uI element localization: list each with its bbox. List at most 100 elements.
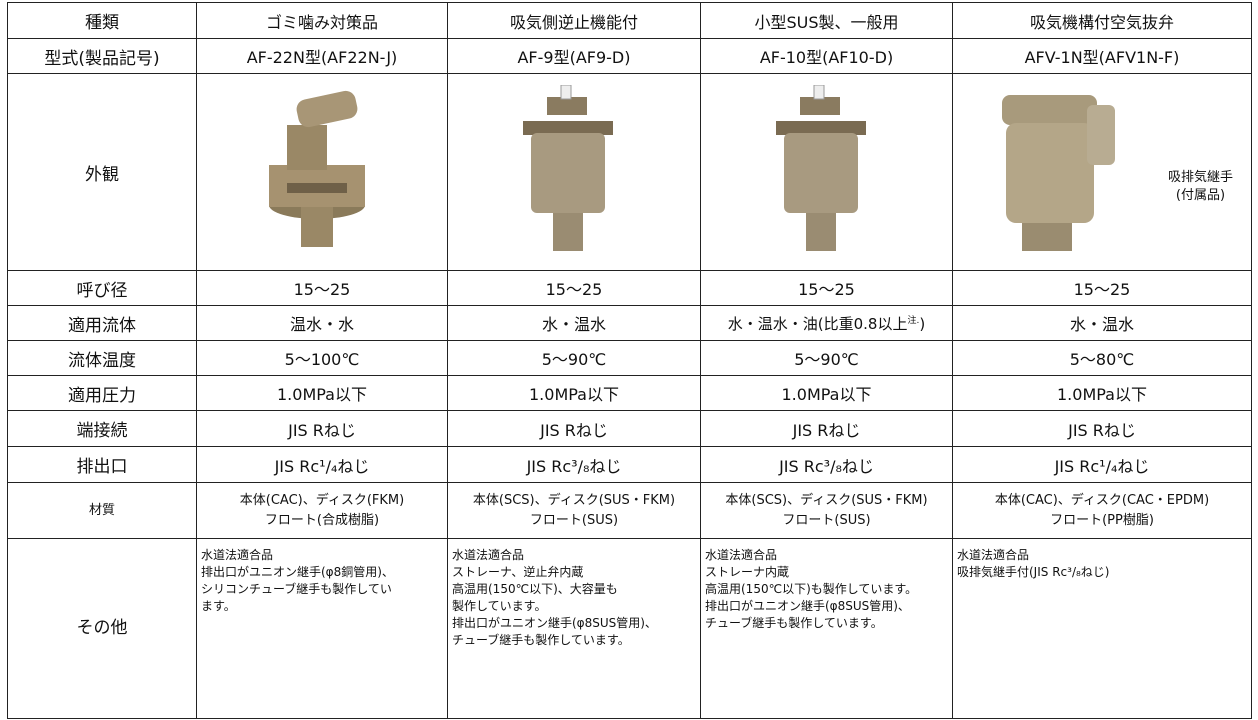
size-cell: 15～25 bbox=[700, 270, 953, 306]
pressure-cell: 1.0MPa以下 bbox=[952, 375, 1252, 411]
row-label: 外観 bbox=[7, 73, 197, 271]
fluid-cell: 温水・水 bbox=[196, 305, 448, 341]
other-cell: 水道法適合品ストレーナ、逆止弁内蔵高温用(150℃以下)、大容量も 製作しています… bbox=[447, 538, 701, 719]
row-label: 呼び径 bbox=[7, 270, 197, 306]
table-row: 外観 吸排気継手 (付属品) bbox=[7, 73, 1252, 271]
image-cell: 吸排気継手 (付属品) bbox=[952, 73, 1252, 271]
row-label: 端接続 bbox=[7, 410, 197, 447]
fluid-cell: 水・温水 bbox=[447, 305, 701, 341]
text-line: 高温用(150℃以下)、大容量も bbox=[452, 582, 618, 596]
material-cell: 本体(SCS)、ディスク(SUS・FKM) フロート(SUS) bbox=[447, 482, 701, 539]
table-row: 材質 本体(CAC)、ディスク(FKM) フロート(合成樹脂) 本体(SCS)、ディス… bbox=[7, 482, 1252, 539]
model-cell: AF-10型(AF10-D) bbox=[700, 38, 953, 74]
model-cell: AF-22N型(AF22N-J) bbox=[196, 38, 448, 74]
row-label: 材質 bbox=[7, 482, 197, 539]
spec-table: 種類 ゴミ噛み対策品 吸気側逆止機能付 小型SUS製、一般用 吸気機構付空気抜弁 型式(製… bbox=[7, 2, 1252, 719]
connection-cell: JIS Rねじ bbox=[700, 410, 953, 447]
header-cell: 小型SUS製、一般用 bbox=[700, 2, 953, 39]
row-label: 適用圧力 bbox=[7, 375, 197, 411]
size-cell: 15～25 bbox=[196, 270, 448, 306]
valve-photo bbox=[775, 84, 866, 251]
text-line: ストレーナ、逆止弁内蔵 bbox=[452, 565, 584, 579]
connection-cell: JIS Rねじ bbox=[447, 410, 701, 447]
size-cell: 15～25 bbox=[447, 270, 701, 306]
text-line: チューブ継手も製作しています。 bbox=[452, 633, 630, 647]
text-line: フロート(PP樹脂) bbox=[1050, 512, 1154, 528]
outlet-cell: JIS Rc¹/₄ねじ bbox=[952, 446, 1252, 483]
model-cell: AF-9型(AF9-D) bbox=[447, 38, 701, 74]
fluid-text: 水・温水・油(比重0.8以上 bbox=[727, 314, 908, 333]
note-mark: 注. bbox=[907, 315, 920, 326]
text-line: 排出口がユニオン継手(φ8銅管用)、 bbox=[201, 565, 394, 579]
material-cell: 本体(SCS)、ディスク(SUS・FKM) フロート(SUS) bbox=[700, 482, 953, 539]
table-row: その他 水道法適合品 排出口がユニオン継手(φ8銅管用)、 シリコンチューブ継手も製作… bbox=[7, 538, 1252, 719]
material-cell: 本体(CAC)、ディスク(FKM) フロート(合成樹脂) bbox=[196, 482, 448, 539]
row-label: 流体温度 bbox=[7, 340, 197, 376]
row-label: その他 bbox=[7, 538, 197, 719]
temperature-cell: 5～100℃ bbox=[196, 340, 448, 376]
model-cell: AFV-1N型(AFV1N-F) bbox=[952, 38, 1252, 74]
other-cell: 水道法適合品 ストレーナ内蔵高温用(150℃以下)も製作しています。 排出口がユニオ… bbox=[700, 538, 953, 719]
image-cell bbox=[196, 73, 448, 271]
text-line: フロート(SUS) bbox=[529, 512, 619, 528]
pressure-cell: 1.0MPa以下 bbox=[196, 375, 448, 411]
header-cell: 吸気機構付空気抜弁 bbox=[952, 2, 1252, 39]
material-cell: 本体(CAC)、ディスク(CAC・EPDM) フロート(PP樹脂) bbox=[952, 482, 1252, 539]
text-line: チューブ継手も製作しています。 bbox=[705, 616, 883, 630]
valve-photo bbox=[523, 84, 613, 251]
table-row: 型式(製品記号) AF-22N型(AF22N-J) AF-9型(AF9-D) AF-1… bbox=[7, 38, 1252, 74]
connection-cell: JIS Rねじ bbox=[952, 410, 1252, 447]
fluid-cell: 水・温水 bbox=[952, 305, 1252, 341]
text-line: 水道法適合品 bbox=[201, 548, 274, 562]
text-line: ストレーナ内蔵 bbox=[705, 565, 790, 579]
image-cell bbox=[700, 73, 953, 271]
caption-line: 吸排気継手 bbox=[1167, 170, 1233, 185]
text-line: 吸排気継手付(JIS Rc³/₈ねじ) bbox=[957, 565, 1110, 579]
image-cell bbox=[447, 73, 701, 271]
fluid-cell: 水・温水・油(比重0.8以上注.) bbox=[700, 305, 953, 341]
outlet-cell: JIS Rc³/₈ねじ bbox=[447, 446, 701, 483]
valve-photo bbox=[269, 90, 365, 247]
size-cell: 15～25 bbox=[952, 270, 1252, 306]
text-line: 水道法適合品 bbox=[705, 548, 778, 562]
text-line: 本体(SCS)、ディスク(SUS・FKM) bbox=[725, 492, 928, 508]
row-label: 適用流体 bbox=[7, 305, 197, 341]
valve-photo bbox=[1002, 95, 1115, 251]
pressure-cell: 1.0MPa以下 bbox=[700, 375, 953, 411]
table-row: 排出口 JIS Rc¹/₄ねじ JIS Rc³/₈ねじ JIS Rc³/₈ねじ JIS … bbox=[7, 446, 1252, 483]
outlet-cell: JIS Rc³/₈ねじ bbox=[700, 446, 953, 483]
pressure-cell: 1.0MPa以下 bbox=[447, 375, 701, 411]
table-row: 流体温度 5～100℃ 5～90℃ 5～90℃ 5～80℃ bbox=[7, 340, 1252, 376]
text-line: 高温用(150℃以下)も製作しています。 bbox=[705, 582, 918, 596]
other-cell: 水道法適合品吸排気継手付(JIS Rc³/₈ねじ) bbox=[952, 538, 1252, 719]
text-line: シリコンチューブ継手も製作してい bbox=[201, 582, 392, 596]
row-label: 排出口 bbox=[7, 446, 197, 483]
text-line: 本体(CAC)、ディスク(CAC・EPDM) bbox=[994, 492, 1210, 508]
table-body: 種類 ゴミ噛み対策品 吸気側逆止機能付 小型SUS製、一般用 吸気機構付空気抜弁 型式(製… bbox=[7, 2, 1252, 719]
text-line: 排出口がユニオン継手(φ8SUS管用)、 bbox=[705, 599, 910, 613]
fluid-close: ) bbox=[919, 314, 926, 333]
text-line: 製作しています。 bbox=[452, 599, 547, 613]
text-line: ます。 bbox=[201, 599, 236, 613]
caption: 吸排気継手 (付属品) bbox=[1168, 169, 1233, 205]
row-label: 型式(製品記号) bbox=[7, 38, 197, 74]
table-row: 種類 ゴミ噛み対策品 吸気側逆止機能付 小型SUS製、一般用 吸気機構付空気抜弁 bbox=[7, 2, 1252, 39]
outlet-cell: JIS Rc¹/₄ねじ bbox=[196, 446, 448, 483]
table-row: 適用圧力 1.0MPa以下 1.0MPa以下 1.0MPa以下 1.0MPa以下 bbox=[7, 375, 1252, 411]
text-line: 水道法適合品 bbox=[452, 548, 525, 562]
other-cell: 水道法適合品排出口がユニオン継手(φ8銅管用)、 シリコンチューブ継手も製作してい… bbox=[196, 538, 448, 719]
text-line: 本体(CAC)、ディスク(FKM) bbox=[239, 492, 405, 508]
temperature-cell: 5～90℃ bbox=[447, 340, 701, 376]
temperature-cell: 5～80℃ bbox=[952, 340, 1252, 376]
text-line: フロート(SUS) bbox=[782, 512, 871, 528]
temperature-cell: 5～90℃ bbox=[700, 340, 953, 376]
table-row: 端接続 JIS Rねじ JIS Rねじ JIS Rねじ JIS Rねじ bbox=[7, 410, 1252, 447]
text-line: 水道法適合品 bbox=[957, 548, 1030, 562]
header-cell: ゴミ噛み対策品 bbox=[196, 2, 448, 39]
row-label: 種類 bbox=[7, 2, 197, 39]
table-row: 適用流体 温水・水 水・温水 水・温水・油(比重0.8以上注.) 水・温水 bbox=[7, 305, 1252, 341]
text-line: 本体(SCS)、ディスク(SUS・FKM) bbox=[472, 492, 676, 508]
header-cell: 吸気側逆止機能付 bbox=[447, 2, 701, 39]
connection-cell: JIS Rねじ bbox=[196, 410, 448, 447]
